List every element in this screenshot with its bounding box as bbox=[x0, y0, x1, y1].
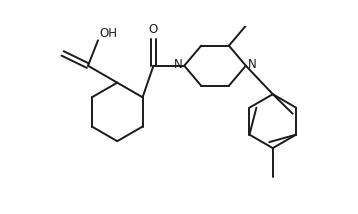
Text: OH: OH bbox=[100, 27, 117, 40]
Text: N: N bbox=[248, 58, 257, 71]
Text: O: O bbox=[149, 24, 158, 36]
Text: N: N bbox=[174, 58, 183, 71]
